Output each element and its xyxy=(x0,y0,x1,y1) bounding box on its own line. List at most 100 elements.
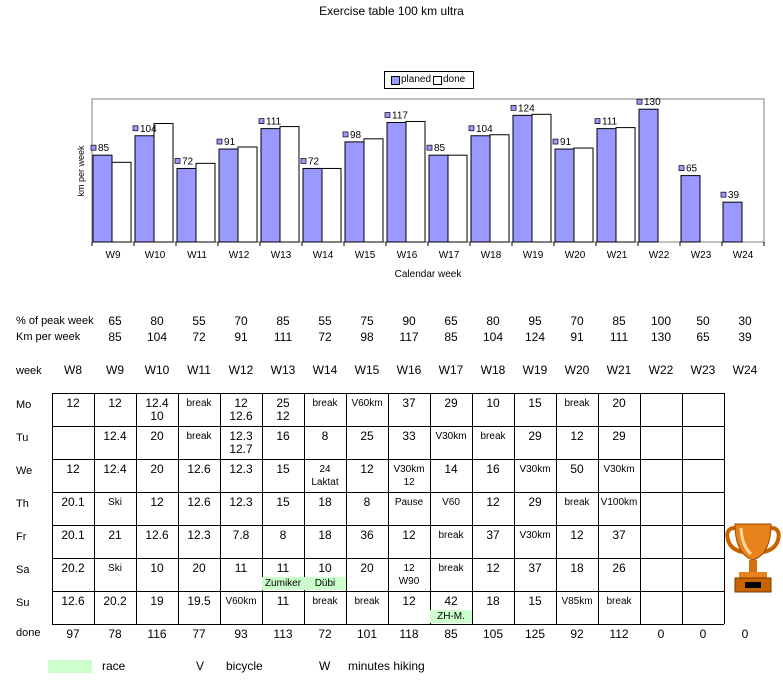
cell-text: 12.4 xyxy=(103,462,127,476)
data-label-marker-W18 xyxy=(468,125,475,132)
cell-We-W16: V30km 12 xyxy=(388,459,430,492)
row-label-done: done xyxy=(16,627,41,639)
cell-Tu-W16: 33 xyxy=(388,426,430,459)
cell-Th-W15: 8 xyxy=(346,492,388,525)
day-label-Mo: Mo xyxy=(16,399,32,411)
cell-Th-W16: Pause xyxy=(388,492,430,525)
km-value: 85 xyxy=(444,330,458,344)
cell-text: 7.8 xyxy=(232,528,250,542)
cell-text-2: 12.6 xyxy=(229,409,253,423)
x-tick-label-W10: W10 xyxy=(145,250,166,261)
cell-Th-W17: V60 xyxy=(430,492,472,525)
race-label: Dübi xyxy=(304,577,346,590)
done-value-W13: 113 xyxy=(273,627,293,641)
cell-text: break xyxy=(312,398,338,409)
cell-text: break xyxy=(312,596,338,607)
data-label-W21: 111 xyxy=(602,117,618,128)
cell-Fr-W10: 12.6 xyxy=(136,525,178,558)
x-tick-label-W15: W15 xyxy=(355,250,376,261)
cell-Tu-W18: break xyxy=(472,426,514,459)
pct-value: 65 xyxy=(108,314,122,328)
cell-text: V30km xyxy=(519,464,551,475)
cell-Mo-W9: 12 xyxy=(94,393,136,426)
week-header-W9: W9 xyxy=(106,363,124,377)
cell-text: break xyxy=(480,431,506,442)
cell-text: 10 xyxy=(318,561,332,575)
cell-Su-W18: 18 xyxy=(472,591,514,624)
cell-Su-W15: break xyxy=(346,591,388,624)
bar-planed-W17 xyxy=(428,154,449,243)
grid-vline xyxy=(472,393,473,624)
x-tick-label-W18: W18 xyxy=(481,250,502,261)
done-value-W17: 85 xyxy=(444,627,458,641)
grid-vline xyxy=(346,393,347,624)
cell-text: 18 xyxy=(318,495,332,509)
cell-text: 8 xyxy=(363,495,371,509)
cell-text: 12.6 xyxy=(187,462,211,476)
bar-planed-W18 xyxy=(470,135,491,243)
cell-We-W18: 16 xyxy=(472,459,514,492)
data-label-marker-W14 xyxy=(300,158,307,164)
legend-hiking-letter: W xyxy=(319,659,331,673)
legend-race-swatch xyxy=(48,660,92,673)
legend-bicycle-label: bicycle xyxy=(226,659,263,673)
cell-text: break xyxy=(564,398,590,409)
cell-Tu-W17: V30km xyxy=(430,426,472,459)
cell-We-W24 xyxy=(724,459,766,492)
cell-Mo-W12: 12 12.6 xyxy=(220,393,262,426)
x-tick-label-W23: W23 xyxy=(691,250,712,261)
cell-text: break xyxy=(438,530,464,541)
data-label-marker-W9 xyxy=(90,144,97,151)
cell-Tu-W15: 25 xyxy=(346,426,388,459)
cell-Th-W20: break xyxy=(556,492,598,525)
cell-text: 10 xyxy=(486,396,500,410)
cell-Tu-W12: 12.3 12.7 xyxy=(220,426,262,459)
grid-hline xyxy=(52,525,724,526)
cell-text: 12.3 xyxy=(229,429,253,443)
data-label-marker-W13 xyxy=(258,118,265,124)
data-label-marker-W19 xyxy=(510,104,517,111)
pct-value: 85 xyxy=(612,314,626,328)
cell-We-W10: 20 xyxy=(136,459,178,492)
cell-text-2: W90 xyxy=(398,576,420,587)
cell-Th-W11: 12.6 xyxy=(178,492,220,525)
week-header-W24: W24 xyxy=(732,363,758,377)
km-value: 65 xyxy=(696,330,710,344)
data-label-W14: 72 xyxy=(308,156,320,167)
x-tick-label-W9: W9 xyxy=(106,250,121,261)
cell-Tu-W20: 12 xyxy=(556,426,598,459)
cell-We-W17: 14 xyxy=(430,459,472,492)
cell-Sa-W12: 11 xyxy=(220,558,262,591)
bar-done-W13 xyxy=(279,126,300,243)
bar-done-W20 xyxy=(573,147,594,243)
bar-done-W14 xyxy=(321,167,342,243)
km-value: 111 xyxy=(273,330,293,344)
cell-text: 20.1 xyxy=(61,495,85,509)
grid-hline xyxy=(52,459,724,460)
bar-done-W19 xyxy=(531,113,552,243)
cell-text: 12 xyxy=(402,594,416,608)
cell-Mo-W14: break xyxy=(304,393,346,426)
cell-Tu-W24 xyxy=(724,426,766,459)
cell-text: 15 xyxy=(276,495,290,509)
cell-Sa-W11: 20 xyxy=(178,558,220,591)
cell-text: 15 xyxy=(528,594,542,608)
cell-text: 25 xyxy=(276,396,290,410)
cell-Su-W11: 19.5 xyxy=(178,591,220,624)
cell-text: 19.5 xyxy=(187,594,211,608)
cell-text: 12 xyxy=(108,396,122,410)
bar-chart: 85 W9 104 W10 72 W11 91 W12 111 W13 72 W14 98 W15 117 W… xyxy=(76,97,765,280)
cell-Fr-W12: 7.8 xyxy=(220,525,262,558)
week-header-W19: W19 xyxy=(522,363,548,377)
cell-text: 36 xyxy=(360,528,374,542)
cell-Th-W10: 12 xyxy=(136,492,178,525)
cell-Mo-W10: 12.4 10 xyxy=(136,393,178,426)
data-label-W23: 65 xyxy=(686,164,698,175)
cell-text: 16 xyxy=(486,462,500,476)
grid-vline xyxy=(388,393,389,624)
day-label-Tu: Tu xyxy=(16,432,29,444)
bar-planed-W14 xyxy=(302,167,323,243)
cell-Mo-W19: 15 xyxy=(514,393,556,426)
cell-text: 19 xyxy=(150,594,164,608)
cell-text: V100km xyxy=(600,497,638,508)
